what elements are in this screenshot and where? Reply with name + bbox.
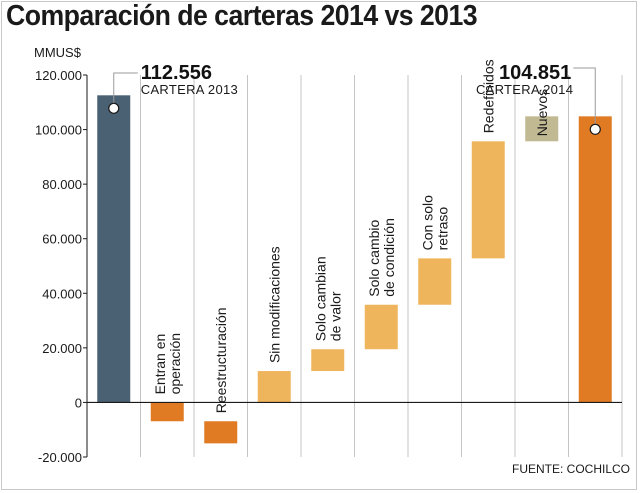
y-axis-unit-label: MMUS$ xyxy=(34,45,81,60)
bar-cartera-2014 xyxy=(578,116,612,403)
bar-cartera-2013 xyxy=(97,95,131,403)
y-tick-label: 80.000 xyxy=(42,177,82,192)
callout-marker-cartera-2014 xyxy=(589,123,601,135)
callout-marker-cartera-2013 xyxy=(108,102,120,114)
callout-text-cartera-2014: CARTERA 2014 xyxy=(476,82,573,97)
y-tick-label: -20.000 xyxy=(38,450,82,465)
y-tick-label: 20.000 xyxy=(42,341,82,356)
category-label-line: de valor xyxy=(327,291,343,341)
category-label-solo-cambio-de-condicion: Solo cambiode condición xyxy=(366,218,397,297)
category-label-line: Solo cambio xyxy=(366,219,382,296)
bar-solo-cambian-de-valor xyxy=(311,349,345,372)
category-label-nuevos: Nuevos xyxy=(534,89,550,136)
y-tick-label: 0 xyxy=(75,395,82,410)
category-label-sin-modificaciones: Sin modificaciones xyxy=(266,246,282,363)
y-tick-label: 40.000 xyxy=(42,286,82,301)
category-label-line: Sin modificaciones xyxy=(266,246,282,363)
bar-con-solo-retraso xyxy=(418,258,452,305)
category-label-redefinidos: Redefinidos xyxy=(480,59,496,133)
callout-value-cartera-2013: 112.556 xyxy=(141,62,212,84)
category-label-con-solo-retraso: Con soloretraso xyxy=(419,195,450,250)
category-label-line: Solo cambian xyxy=(312,256,328,341)
y-tick-label: 60.000 xyxy=(42,232,82,247)
y-tick-label: 100.000 xyxy=(35,123,82,138)
bar-entran-en-operacion xyxy=(150,402,184,422)
callout-text-cartera-2013: CARTERA 2013 xyxy=(141,82,238,97)
category-label-line: Reestructuración xyxy=(213,307,229,413)
category-label-line: Redefinidos xyxy=(480,59,496,133)
y-tick-label: 120.000 xyxy=(35,68,82,83)
chart-title: Comparación de carteras 2014 vs 2013 xyxy=(6,0,478,32)
bar-sin-modificaciones xyxy=(257,371,291,403)
bar-reestructuracion xyxy=(204,421,238,444)
callout-value-cartera-2014: 104.851 xyxy=(499,62,571,84)
category-label-entran-en-operacion: Entran enoperación xyxy=(152,333,183,395)
category-label-line: de condición xyxy=(381,218,397,297)
source-note: FUENTE: COCHILCO xyxy=(511,462,630,476)
callout-line-cartera-2014 xyxy=(573,67,596,125)
category-label-line: Con solo xyxy=(419,195,435,250)
category-label-line: retraso xyxy=(434,207,450,251)
category-label-reestructuracion: Reestructuración xyxy=(213,307,229,413)
bar-redefinidos xyxy=(471,141,505,259)
bar-nuevos xyxy=(525,116,559,142)
category-label-line: Nuevos xyxy=(534,89,550,136)
bar-solo-cambio-de-condicion xyxy=(364,304,398,350)
category-label-line: Entran en xyxy=(152,334,168,395)
callout-line-cartera-2013 xyxy=(113,72,138,104)
category-label-solo-cambian-de-valor: Solo cambiande valor xyxy=(312,256,343,341)
category-label-line: operación xyxy=(167,333,183,395)
